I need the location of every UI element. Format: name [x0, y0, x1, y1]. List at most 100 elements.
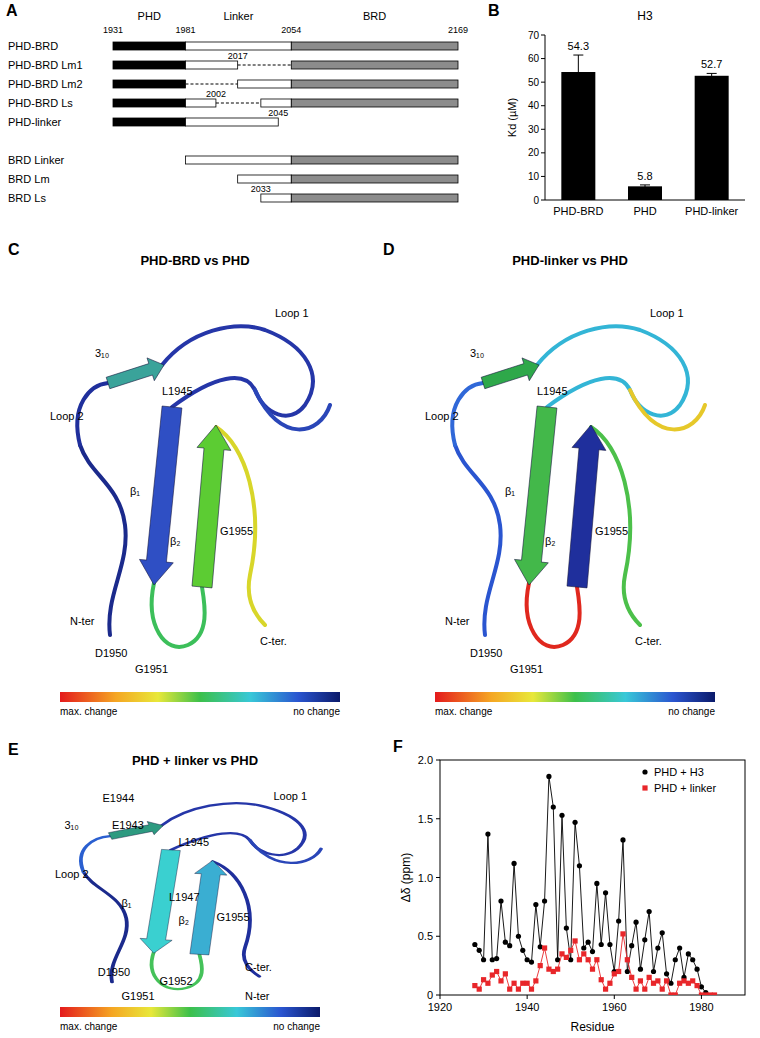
data-point	[712, 992, 717, 995]
coil	[630, 390, 705, 429]
construct-name: PHD-linker	[8, 116, 62, 128]
coil	[152, 952, 202, 989]
residue-label: G1951	[135, 663, 168, 675]
panel-letter: F	[393, 738, 403, 755]
domain-segment	[261, 194, 291, 202]
data-point	[577, 957, 582, 962]
ribbon-structure	[77, 326, 330, 647]
axis-label: Residue	[570, 1020, 614, 1034]
data-point	[503, 971, 508, 976]
tick-label: 50	[528, 77, 540, 88]
colorbar-label: max. change	[60, 706, 118, 717]
domain-segment	[185, 42, 291, 50]
data-point	[494, 956, 499, 961]
data-point	[472, 942, 477, 947]
data-point	[633, 920, 638, 925]
data-point	[529, 960, 534, 965]
residue-label: β₁	[122, 897, 132, 909]
data-point	[542, 945, 547, 950]
tick-label: 60	[528, 53, 540, 64]
coil	[255, 390, 330, 429]
coil	[455, 445, 501, 635]
data-point	[599, 942, 604, 947]
residue-label: D1950	[470, 647, 502, 659]
residue-number: 2002	[206, 89, 226, 99]
tick-label: 40	[528, 100, 540, 111]
residue-label: D1950	[98, 966, 130, 978]
data-point	[677, 945, 682, 950]
residue-number: 2045	[268, 108, 288, 118]
construct-name: PHD-BRD Lm1	[8, 59, 83, 71]
domain-segment	[291, 156, 458, 164]
residue-label: Loop 2	[50, 410, 84, 422]
residue-label: G1951	[122, 990, 155, 1002]
construct-name: BRD Linker	[8, 154, 65, 166]
strand	[567, 425, 606, 588]
domain-segment	[185, 99, 215, 107]
data-point	[568, 948, 573, 953]
domain-name: Linker	[223, 10, 253, 22]
error-cap	[640, 184, 650, 185]
coil	[250, 840, 321, 863]
data-point	[498, 898, 503, 903]
residue-label: G1955	[217, 911, 250, 923]
data-point	[485, 981, 490, 986]
data-point	[603, 987, 608, 992]
y-tick	[541, 82, 545, 83]
panel-letter: D	[383, 241, 395, 258]
data-point	[520, 948, 525, 953]
residue-label: β₂	[545, 535, 556, 547]
residue-number: 1931	[103, 25, 123, 35]
y-axis	[545, 35, 546, 200]
residue-label: 3₁₀	[65, 819, 79, 831]
x-tick	[614, 995, 615, 999]
strand	[190, 860, 227, 954]
data-point	[607, 942, 612, 947]
residue-number: 2017	[228, 51, 248, 61]
y-tick	[436, 995, 440, 996]
data-point	[590, 949, 595, 954]
data-point	[564, 925, 569, 930]
data-point	[533, 978, 538, 983]
tick-label: 1980	[689, 1001, 713, 1013]
data-point	[633, 987, 638, 992]
legend-marker	[642, 769, 647, 774]
y-tick	[541, 35, 545, 36]
residue-label: Loop 2	[55, 868, 89, 880]
colorbar	[435, 692, 715, 702]
residue-label: L1947	[169, 891, 200, 903]
domain-name: PHD	[138, 10, 161, 22]
panel-letter: B	[488, 2, 500, 19]
data-point	[555, 967, 560, 972]
coil	[537, 326, 688, 415]
domain-segment	[291, 99, 458, 107]
residue-label: C-ter.	[245, 961, 272, 973]
colorbar	[60, 1007, 320, 1017]
y-tick	[436, 760, 440, 761]
data-point	[638, 978, 643, 983]
data-point	[647, 975, 652, 980]
data-point	[525, 981, 530, 986]
deleted-region	[216, 103, 261, 104]
data-point	[516, 934, 521, 939]
residue-label: Loop 1	[650, 307, 684, 319]
residue-label: C-ter.	[635, 635, 662, 647]
residue-label: β₁	[130, 485, 140, 497]
domain-segment	[113, 80, 185, 88]
residue-label: β₂	[170, 535, 181, 547]
colorbar-label: no change	[273, 1021, 320, 1032]
domain-segment	[113, 99, 185, 107]
data-point	[620, 931, 625, 936]
residue-label: β₁	[505, 485, 515, 497]
data-label: 5.8	[637, 170, 652, 182]
series-line	[475, 934, 715, 995]
tick-label: 1.5	[418, 813, 433, 825]
domain-segment	[261, 99, 291, 107]
y-tick	[436, 936, 440, 937]
data-point	[542, 898, 547, 903]
error-cap	[707, 73, 717, 74]
data-point	[625, 957, 630, 962]
domain-segment	[291, 42, 458, 50]
strand	[515, 406, 557, 585]
panel-letter: C	[8, 241, 20, 258]
